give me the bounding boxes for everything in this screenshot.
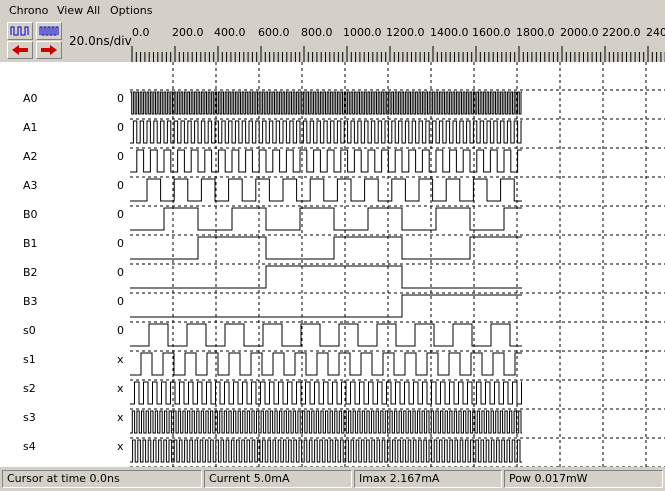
signal-waveform <box>130 91 522 115</box>
signal-name[interactable]: A0 <box>23 92 38 105</box>
signal-value: x <box>117 440 124 453</box>
menu-options[interactable]: Options <box>110 4 153 17</box>
scroll-left-button[interactable] <box>7 41 33 59</box>
toolbar: 20.0ns/div 0.0 200.0 400.0 600.0 800.0 1… <box>0 20 665 62</box>
current-status: Current 5.0mA <box>204 470 352 488</box>
signal-name[interactable]: B1 <box>23 237 38 250</box>
time-scale-label: 20.0ns/div <box>69 34 132 48</box>
time-ruler[interactable]: 0.0 200.0 400.0 600.0 800.0 1000.0 1200.… <box>130 20 665 62</box>
signal-waveform <box>130 410 522 434</box>
arrow-right-icon <box>41 45 57 55</box>
signal-waveform <box>130 149 522 173</box>
signal-name[interactable]: s4 <box>23 440 36 453</box>
signal-value: x <box>117 353 124 366</box>
signal-value: 0 <box>117 208 124 221</box>
signal-waveform <box>130 294 522 318</box>
signal-name[interactable]: A3 <box>23 179 38 192</box>
waveform-area[interactable]: A0 0 A1 0 A2 0 A3 0 B0 0 B1 0 B2 0 B3 0 … <box>0 62 665 467</box>
cursor-time-status: Cursor at time 0.0ns <box>2 470 202 488</box>
signal-waveform <box>130 381 522 405</box>
signal-name[interactable]: A2 <box>23 150 38 163</box>
wide-pulse-icon <box>10 26 29 36</box>
ruler-label: 1400.0 <box>430 26 469 39</box>
ruler-label: 240 <box>646 26 665 39</box>
ruler-label: 2200.0 <box>602 26 641 39</box>
menu-view-all[interactable]: View All <box>57 4 101 17</box>
menu-chrono[interactable]: Chrono <box>9 4 49 17</box>
signal-name[interactable]: s2 <box>23 382 36 395</box>
signal-waveform <box>130 265 522 289</box>
imax-status: Imax 2.167mA <box>354 470 502 488</box>
signal-value: 0 <box>117 92 124 105</box>
signal-value: 0 <box>117 295 124 308</box>
signal-waveform <box>130 207 522 231</box>
ruler-label: 200.0 <box>172 26 204 39</box>
power-status: Pow 0.017mW <box>504 470 663 488</box>
scroll-right-button[interactable] <box>36 41 62 59</box>
ruler-label: 800.0 <box>301 26 333 39</box>
signal-waveform <box>130 236 522 260</box>
signal-name[interactable]: s0 <box>23 324 36 337</box>
signal-value: x <box>117 411 124 424</box>
ruler-label: 600.0 <box>258 26 290 39</box>
signal-value: 0 <box>117 266 124 279</box>
ruler-label: 1200.0 <box>386 26 425 39</box>
signal-waveform <box>130 178 522 202</box>
signal-name[interactable]: A1 <box>23 121 38 134</box>
signal-value: 0 <box>117 237 124 250</box>
ruler-label: 400.0 <box>214 26 246 39</box>
signal-name[interactable]: s1 <box>23 353 36 366</box>
signal-value: 0 <box>117 150 124 163</box>
signal-value: 0 <box>117 324 124 337</box>
signal-value: 0 <box>117 121 124 134</box>
ruler-label: 1600.0 <box>472 26 511 39</box>
ruler-label: 1000.0 <box>343 26 382 39</box>
signal-name[interactable]: B0 <box>23 208 38 221</box>
ruler-label: 1800.0 <box>516 26 555 39</box>
signal-value: 0 <box>117 179 124 192</box>
ruler-label: 0.0 <box>132 26 150 39</box>
waveform-canvas <box>130 62 665 467</box>
signal-name[interactable]: s3 <box>23 411 36 424</box>
ruler-ticks <box>131 46 665 62</box>
signal-waveform <box>130 323 522 347</box>
zoom-in-button[interactable] <box>36 22 62 40</box>
signal-waveform <box>130 120 522 144</box>
status-bar: Cursor at time 0.0ns Current 5.0mA Imax … <box>0 467 665 491</box>
arrow-left-icon <box>12 45 28 55</box>
signal-waveform <box>130 352 522 376</box>
ruler-label: 2000.0 <box>560 26 599 39</box>
zoom-out-button[interactable] <box>7 22 33 40</box>
signal-waveform <box>130 439 522 463</box>
narrow-pulse-icon <box>39 26 59 36</box>
signal-name[interactable]: B2 <box>23 266 38 279</box>
menu-bar: Chrono View All Options <box>0 0 665 20</box>
signal-name[interactable]: B3 <box>23 295 38 308</box>
signal-value: x <box>117 382 124 395</box>
